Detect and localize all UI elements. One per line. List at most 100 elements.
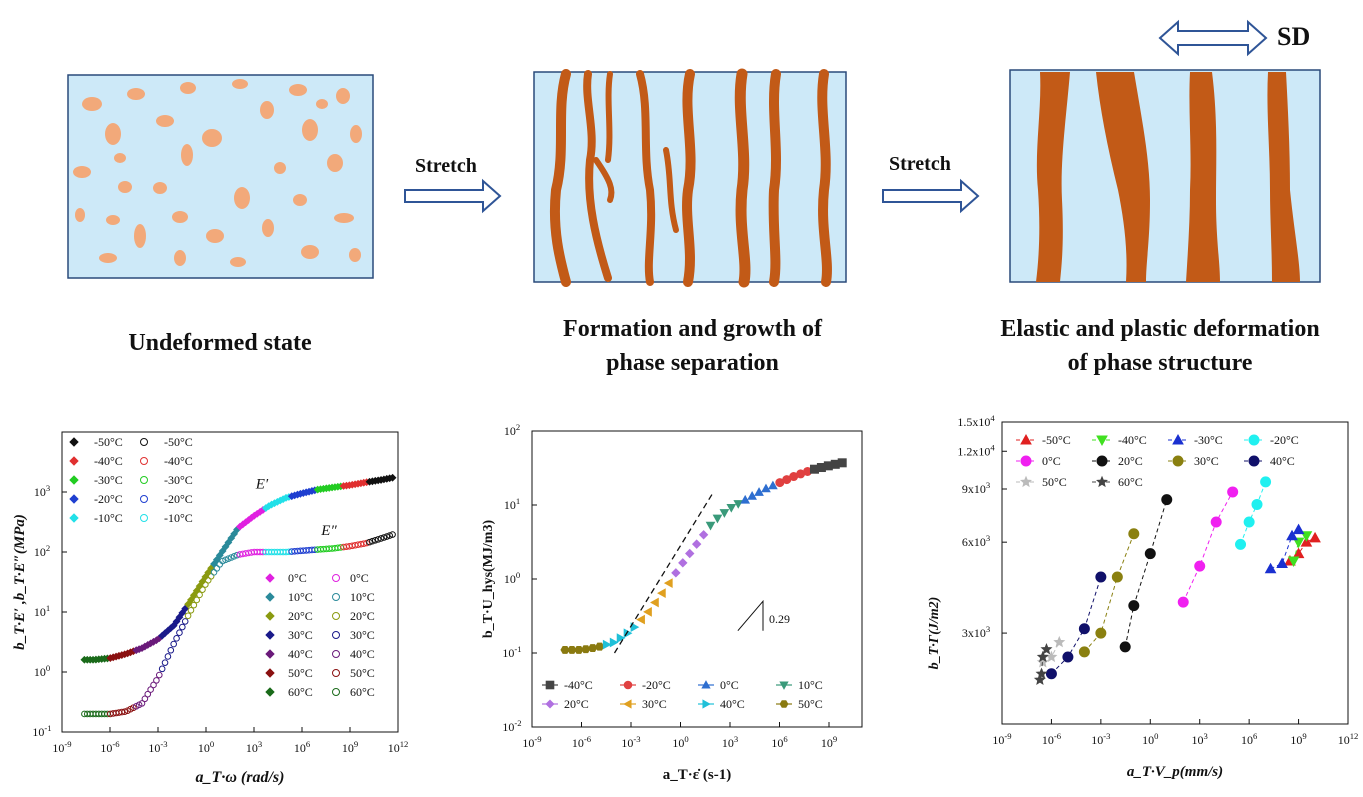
legend-marker [265,573,275,583]
series-line [1124,499,1168,648]
caption-elastic-line2: of phase structure [1067,350,1253,376]
legend-marker [702,699,711,709]
legend-marker [1096,475,1108,488]
data-point-eprime [388,473,397,482]
legend-label: 60°C [1118,475,1143,489]
data-point-eprime [215,551,224,560]
x-axis-label: a_T·V_p(mm/s) [1127,764,1223,780]
data-point [747,490,757,500]
data-point [595,642,605,651]
x-tick-label: 10-6 [572,734,592,750]
data-point-eprime [218,547,227,555]
legend-marker [265,630,275,640]
legend-marker [1096,455,1108,467]
data-point-edoubleprime [199,586,206,593]
series-line [1240,481,1267,545]
legend-marker [1020,455,1032,467]
legend-marker [332,593,340,601]
data-point [1144,548,1156,560]
data-point [1062,651,1074,663]
data-point [1177,596,1189,608]
data-point-edoubleprime [150,681,157,689]
data-point [1035,667,1048,679]
data-point [1251,498,1263,510]
undeformed-panel [67,74,374,279]
legend-label: -30°C [164,473,193,487]
legend-marker [623,699,632,709]
legend-label: 10°C [350,590,375,604]
data-point [1033,673,1046,685]
data-point [1053,635,1066,648]
data-point [1040,643,1053,655]
legend-marker [332,574,340,582]
data-point [616,633,626,643]
data-point [650,597,659,608]
x-tick-label: 103 [1192,731,1208,747]
legend-marker [1020,433,1032,445]
caption-elastic: Elastic and plastic deformation of phase… [970,312,1350,380]
modulus-chart: 10-9 10-6 10-3 100 103 106 109 1012 10-1 100 101 10… [12,431,409,786]
legend-marker [332,631,340,639]
legend-marker [265,611,275,621]
data-point-edoubleprime [158,665,166,673]
data-point [698,530,709,540]
data-point-edoubleprime [161,659,169,666]
legend-label: -40°C [564,678,593,692]
data-point [1045,668,1057,680]
data-point [837,458,847,468]
y-tick-label: 10-1 [502,644,521,660]
legend-marker [140,457,148,465]
legend-label: 0°C [1042,454,1061,468]
legend-label: 30°C [288,628,313,642]
data-point [740,494,751,504]
data-point-edoubleprime [371,536,379,544]
data-point [1264,562,1277,574]
legend-label: 30°C [642,697,667,711]
data-point-edoubleprime [147,686,154,693]
data-point [1078,623,1090,635]
hysteresis-chart: 10-9 10-6 10-3 100 103 106 109 10-2 10-1 100 101 10… [481,422,863,783]
legend-marker [140,495,148,503]
caption-formation: Formation and growth of phase separation [520,312,865,380]
data-point-edoubleprime [176,629,183,637]
caption-formation-line1: Formation and growth of [563,316,822,342]
data-point-edoubleprime [360,540,368,547]
x-tick-label: 1012 [388,739,409,755]
y-tick-label: 100 [504,570,520,586]
legend-label: 50°C [350,666,375,680]
legend-label: 50°C [798,697,823,711]
data-point-edoubleprime [153,677,160,684]
legend-label: 10°C [798,678,823,692]
legend-label: 60°C [350,685,375,699]
slope-label: 0.29 [769,612,790,626]
y-tick-label: 100 [34,663,50,679]
data-point-eprime [181,604,190,613]
data-point-edoubleprime [207,573,215,580]
x-tick-label: 10-3 [1091,731,1110,747]
data-point [1276,557,1288,568]
legend-label: 40°C [1270,454,1295,468]
legend-label: 40°C [288,647,313,661]
data-point-edoubleprime [173,635,180,642]
legend-label: -20°C [1270,433,1299,447]
legend-marker [140,514,148,522]
data-point [1235,538,1247,550]
data-point [1292,537,1305,549]
legend-label: 20°C [288,609,313,623]
data-point [574,645,584,654]
legend-label: 20°C [350,609,375,623]
y-tick-label: 1.5x104 [957,413,995,429]
legend-marker [140,476,148,484]
data-point [1286,529,1298,541]
data-point-eprime [184,600,192,609]
data-point-edoubleprime [181,618,189,625]
y-tick-label: 101 [34,603,50,619]
data-point-eprime [175,613,184,622]
data-point [1128,600,1140,612]
legend-marker [332,650,340,658]
x-tick-label: 1012 [1338,731,1359,747]
x-tick-label: 10-3 [148,739,167,755]
legend-label: 40°C [720,697,745,711]
x-tick-label: 10-6 [100,739,120,755]
data-point-edoubleprime [138,700,146,707]
